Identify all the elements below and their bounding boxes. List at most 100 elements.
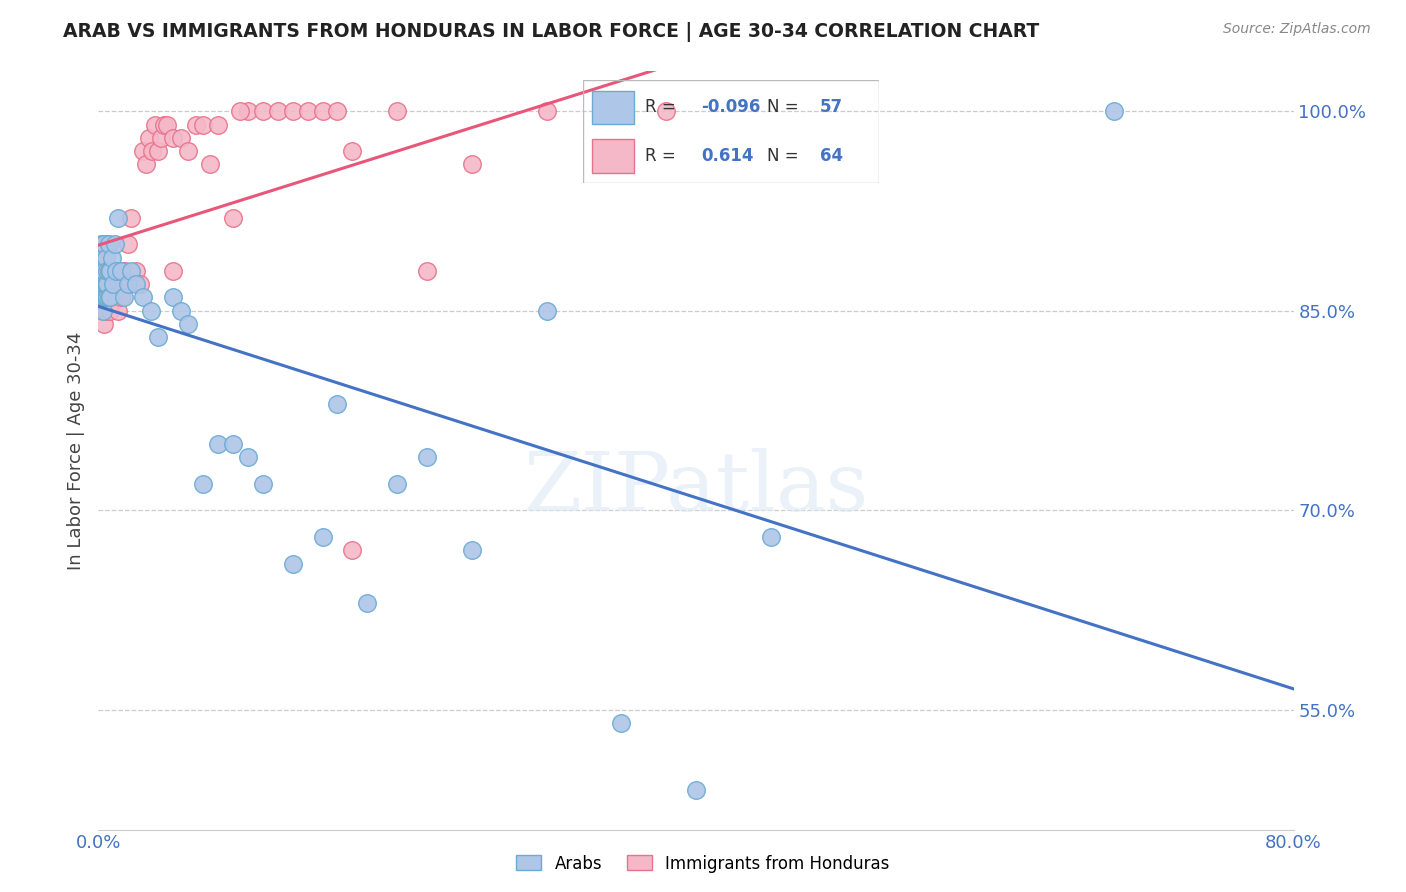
Point — [91, 251, 114, 265]
Point — [156, 118, 179, 132]
Point — [103, 277, 125, 292]
Point — [162, 131, 184, 145]
Point — [385, 476, 409, 491]
Point — [98, 291, 122, 305]
Point — [97, 264, 120, 278]
Point — [89, 277, 111, 292]
Point — [110, 264, 132, 278]
Point — [236, 450, 259, 464]
Point — [759, 530, 782, 544]
Point — [610, 104, 633, 119]
Point — [461, 157, 484, 171]
Point — [685, 782, 707, 797]
Point — [200, 157, 222, 171]
Point — [177, 144, 200, 158]
Point — [112, 291, 135, 305]
Text: Source: ZipAtlas.com: Source: ZipAtlas.com — [1223, 22, 1371, 37]
Text: N =: N = — [766, 98, 799, 117]
Point — [281, 104, 304, 119]
Point — [103, 264, 125, 278]
Point — [267, 104, 290, 119]
Point — [153, 118, 176, 132]
Point — [90, 264, 112, 278]
Point — [222, 211, 245, 225]
Point — [110, 291, 132, 305]
Point — [356, 596, 378, 610]
Point — [97, 291, 120, 305]
Point — [94, 277, 117, 292]
Point — [107, 303, 129, 318]
Point — [111, 264, 134, 278]
Point — [162, 291, 184, 305]
Point — [97, 291, 120, 305]
Point — [120, 211, 142, 225]
Point — [98, 264, 122, 278]
Point — [89, 251, 111, 265]
Point — [1104, 104, 1126, 119]
Text: 64: 64 — [820, 146, 842, 165]
Point — [416, 450, 439, 464]
Point — [108, 277, 131, 292]
Point — [90, 264, 112, 278]
Point — [105, 264, 128, 278]
Point — [135, 157, 157, 171]
Point — [138, 131, 160, 145]
Text: -0.096: -0.096 — [702, 98, 761, 117]
Point — [117, 277, 139, 292]
Point — [150, 131, 173, 145]
Point — [281, 557, 304, 571]
Point — [141, 144, 163, 158]
Point — [132, 144, 155, 158]
Point — [93, 291, 115, 305]
Point — [385, 104, 409, 119]
Point — [132, 291, 155, 305]
Point — [96, 277, 118, 292]
Point — [461, 543, 484, 558]
Point — [311, 104, 333, 119]
Text: R =: R = — [645, 98, 676, 117]
Point — [101, 251, 124, 265]
Point — [94, 303, 117, 318]
Point — [125, 264, 148, 278]
Point — [207, 118, 229, 132]
Point — [107, 211, 129, 225]
Point — [139, 303, 162, 318]
Point — [90, 291, 112, 305]
Point — [91, 277, 114, 292]
Point — [93, 291, 115, 305]
Point — [120, 264, 142, 278]
Point — [252, 104, 274, 119]
Point — [536, 104, 558, 119]
Point — [117, 237, 139, 252]
Legend: Arabs, Immigrants from Honduras: Arabs, Immigrants from Honduras — [509, 848, 897, 880]
Point — [91, 264, 114, 278]
Point — [125, 277, 148, 292]
Point — [91, 303, 114, 318]
Point — [536, 303, 558, 318]
Point — [97, 277, 120, 292]
Point — [96, 264, 118, 278]
Text: N =: N = — [766, 146, 799, 165]
Text: 57: 57 — [820, 98, 842, 117]
Point — [162, 264, 184, 278]
Point — [97, 237, 120, 252]
Point — [91, 277, 114, 292]
Point — [416, 264, 439, 278]
Y-axis label: In Labor Force | Age 30-34: In Labor Force | Age 30-34 — [66, 331, 84, 570]
Point — [90, 291, 112, 305]
Point — [229, 104, 252, 119]
Point — [342, 543, 364, 558]
Point — [342, 144, 364, 158]
Bar — [592, 91, 634, 124]
Point — [326, 397, 349, 411]
Point — [222, 437, 245, 451]
Point — [177, 317, 200, 331]
Point — [105, 277, 128, 292]
Point — [89, 251, 111, 265]
Point — [98, 291, 122, 305]
Text: ARAB VS IMMIGRANTS FROM HONDURAS IN LABOR FORCE | AGE 30-34 CORRELATION CHART: ARAB VS IMMIGRANTS FROM HONDURAS IN LABO… — [63, 22, 1039, 42]
Point — [169, 303, 191, 318]
Point — [191, 476, 214, 491]
Point — [94, 251, 117, 265]
Point — [148, 330, 170, 344]
